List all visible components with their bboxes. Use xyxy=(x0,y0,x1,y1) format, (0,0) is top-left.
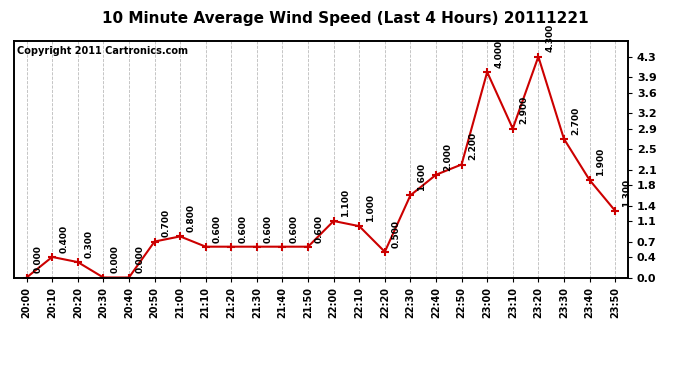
Text: 1.100: 1.100 xyxy=(341,189,350,217)
Text: 2.700: 2.700 xyxy=(571,106,580,135)
Text: 1.900: 1.900 xyxy=(596,147,605,176)
Text: 4.300: 4.300 xyxy=(545,24,554,52)
Text: 0.600: 0.600 xyxy=(238,214,247,243)
Text: 0.000: 0.000 xyxy=(136,246,145,273)
Text: 1.000: 1.000 xyxy=(366,194,375,222)
Text: 2.000: 2.000 xyxy=(443,142,452,171)
Text: 4.000: 4.000 xyxy=(494,40,503,68)
Text: 0.300: 0.300 xyxy=(85,230,94,258)
Text: 0.500: 0.500 xyxy=(392,220,401,248)
Text: 0.700: 0.700 xyxy=(161,209,170,237)
Text: Copyright 2011 Cartronics.com: Copyright 2011 Cartronics.com xyxy=(17,46,188,56)
Text: 1.600: 1.600 xyxy=(417,163,426,191)
Text: 0.000: 0.000 xyxy=(110,246,119,273)
Text: 0.600: 0.600 xyxy=(264,214,273,243)
Text: 0.600: 0.600 xyxy=(289,214,298,243)
Text: 0.000: 0.000 xyxy=(34,246,43,273)
Text: 2.200: 2.200 xyxy=(469,132,477,160)
Text: 2.900: 2.900 xyxy=(520,96,529,124)
Text: 1.300: 1.300 xyxy=(622,178,631,207)
Text: 0.800: 0.800 xyxy=(187,204,196,232)
Text: 0.600: 0.600 xyxy=(315,214,324,243)
Text: 0.400: 0.400 xyxy=(59,225,68,253)
Text: 10 Minute Average Wind Speed (Last 4 Hours) 20111221: 10 Minute Average Wind Speed (Last 4 Hou… xyxy=(101,11,589,26)
Text: 0.600: 0.600 xyxy=(213,214,221,243)
